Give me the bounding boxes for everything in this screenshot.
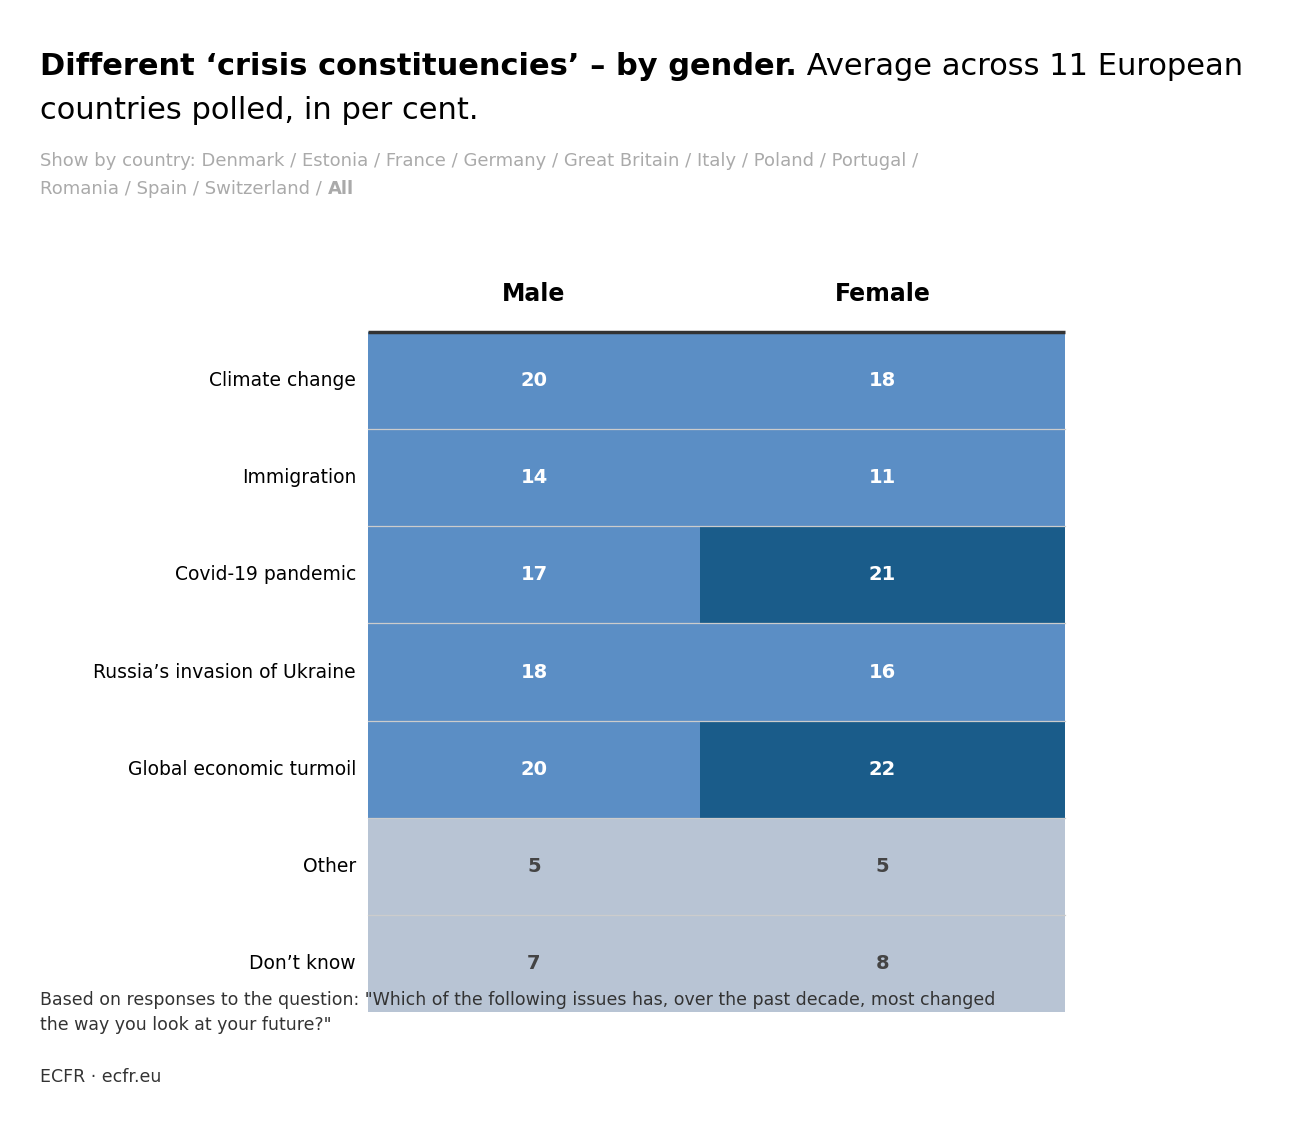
- Text: Other: Other: [303, 856, 356, 876]
- Text: countries polled, in per cent.: countries polled, in per cent.: [40, 96, 478, 124]
- Text: Don’t know: Don’t know: [250, 954, 356, 973]
- Text: 17: 17: [520, 565, 547, 585]
- Text: 20: 20: [520, 759, 547, 779]
- Text: 5: 5: [528, 856, 541, 876]
- Text: Russia’s invasion of Ukraine: Russia’s invasion of Ukraine: [94, 662, 356, 682]
- Text: 18: 18: [868, 371, 896, 391]
- Text: All: All: [328, 180, 354, 198]
- Bar: [368, 429, 699, 526]
- Text: 5: 5: [876, 856, 889, 876]
- Bar: [699, 721, 1065, 818]
- Text: 20: 20: [520, 371, 547, 391]
- Text: Global economic turmoil: Global economic turmoil: [127, 759, 356, 779]
- Bar: [368, 332, 699, 429]
- Text: Climate change: Climate change: [209, 371, 356, 391]
- Text: Immigration: Immigration: [242, 468, 356, 488]
- Bar: [699, 915, 1065, 1012]
- Text: 14: 14: [520, 468, 547, 488]
- Text: Covid-19 pandemic: Covid-19 pandemic: [174, 565, 356, 585]
- Bar: [368, 721, 699, 818]
- Text: 11: 11: [868, 468, 896, 488]
- Text: Average across 11 European: Average across 11 European: [797, 53, 1243, 81]
- Bar: [368, 818, 699, 915]
- Text: Romania / Spain / Switzerland /: Romania / Spain / Switzerland /: [40, 180, 328, 198]
- Text: Based on responses to the question: "Which of the following issues has, over the: Based on responses to the question: "Whi…: [40, 991, 996, 1034]
- Text: 16: 16: [868, 662, 896, 682]
- Bar: [368, 624, 699, 721]
- Text: 18: 18: [520, 662, 547, 682]
- Text: 21: 21: [868, 565, 896, 585]
- Text: 8: 8: [876, 954, 889, 973]
- Bar: [699, 624, 1065, 721]
- Text: Male: Male: [502, 282, 566, 306]
- Text: Female: Female: [835, 282, 931, 306]
- Text: Different ‘crisis constituencies’ – by gender.: Different ‘crisis constituencies’ – by g…: [40, 53, 797, 81]
- Bar: [699, 818, 1065, 915]
- Bar: [368, 526, 699, 624]
- Bar: [699, 429, 1065, 526]
- Text: ECFR · ecfr.eu: ECFR · ecfr.eu: [40, 1068, 161, 1086]
- Text: 7: 7: [528, 954, 541, 973]
- Text: 22: 22: [868, 759, 896, 779]
- Bar: [368, 915, 699, 1012]
- Bar: [699, 332, 1065, 429]
- Text: Show by country: Denmark / Estonia / France / Germany / Great Britain / Italy / : Show by country: Denmark / Estonia / Fra…: [40, 152, 918, 170]
- Bar: [699, 526, 1065, 624]
